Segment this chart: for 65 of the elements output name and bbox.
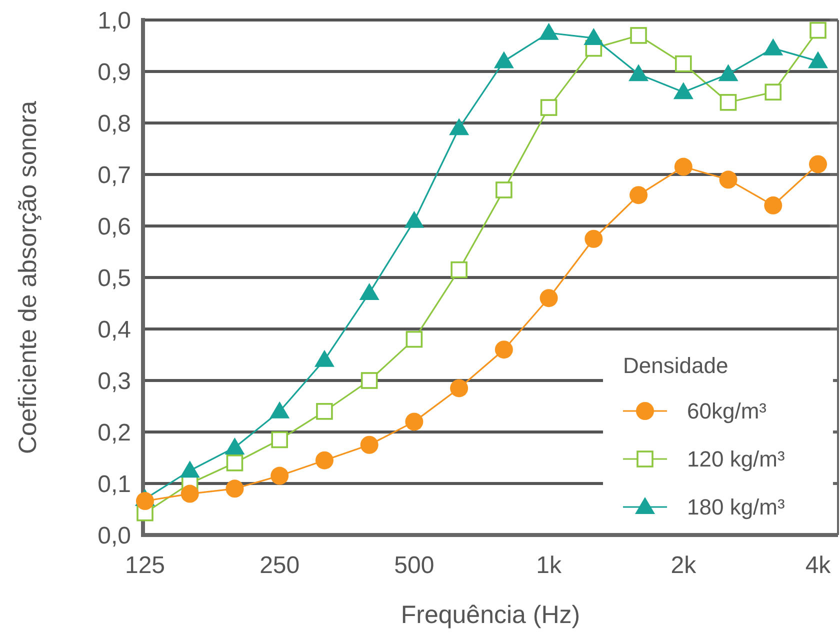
point bbox=[226, 454, 244, 472]
legend-label: 60kg/m³ bbox=[687, 398, 766, 424]
point bbox=[405, 412, 424, 431]
point bbox=[270, 401, 290, 418]
y-tick-label: 0,9 bbox=[98, 58, 131, 86]
y-tick-label: 0,4 bbox=[98, 316, 131, 344]
point bbox=[494, 51, 514, 68]
point bbox=[360, 372, 378, 389]
point bbox=[314, 350, 334, 367]
point bbox=[271, 431, 288, 448]
point bbox=[540, 99, 558, 116]
point bbox=[674, 158, 692, 176]
point bbox=[763, 38, 784, 56]
point bbox=[628, 64, 649, 82]
legend-label: 120 kg/m³ bbox=[687, 446, 785, 472]
point bbox=[538, 22, 559, 40]
point bbox=[673, 82, 694, 100]
y-tick-label: 0,6 bbox=[98, 213, 131, 240]
y-tick-label: 0,8 bbox=[98, 110, 131, 138]
y-tick-label: 1,0 bbox=[98, 7, 131, 34]
x-tick-label: 250 bbox=[260, 552, 300, 579]
point bbox=[675, 55, 692, 72]
point bbox=[404, 210, 424, 228]
x-tick-label: 125 bbox=[124, 552, 166, 579]
point bbox=[180, 484, 199, 503]
y-tick-label: 0,0 bbox=[98, 522, 131, 550]
point bbox=[360, 436, 378, 454]
point bbox=[718, 64, 738, 82]
y-axis-title: Coeficiente de absorção sonora bbox=[14, 100, 42, 454]
x-tick-label: 2k bbox=[670, 552, 698, 579]
x-tick-label: 4k bbox=[805, 552, 832, 579]
point bbox=[449, 118, 470, 136]
point bbox=[810, 22, 826, 39]
point bbox=[315, 451, 334, 470]
y-tick-label: 0,2 bbox=[98, 419, 131, 446]
point bbox=[630, 27, 647, 44]
point bbox=[270, 466, 289, 485]
point bbox=[809, 155, 827, 174]
point bbox=[180, 460, 200, 478]
legend-label: 180 kg/m³ bbox=[687, 494, 785, 520]
y-tick-label: 0,1 bbox=[98, 470, 131, 498]
y-tick-label: 0,5 bbox=[98, 264, 131, 292]
point bbox=[764, 196, 782, 214]
x-tick-label: 500 bbox=[394, 552, 434, 579]
point bbox=[764, 84, 782, 100]
point bbox=[316, 403, 333, 420]
point bbox=[494, 340, 513, 359]
y-tick-label: 0,7 bbox=[98, 162, 131, 189]
point bbox=[226, 480, 244, 498]
point bbox=[496, 182, 512, 198]
x-tick-label: 1k bbox=[536, 552, 562, 579]
y-tick-label: 0,3 bbox=[98, 368, 131, 395]
point bbox=[359, 282, 380, 300]
point bbox=[719, 170, 738, 189]
point bbox=[584, 28, 604, 46]
x-axis-title: Frequência (Hz) bbox=[400, 601, 580, 629]
point bbox=[406, 330, 423, 348]
point bbox=[540, 289, 558, 308]
point bbox=[450, 261, 468, 278]
point bbox=[630, 186, 648, 204]
point bbox=[720, 94, 737, 111]
legend-title: Densidade bbox=[623, 353, 728, 378]
point bbox=[808, 51, 828, 68]
point bbox=[584, 230, 603, 248]
point bbox=[450, 379, 468, 398]
